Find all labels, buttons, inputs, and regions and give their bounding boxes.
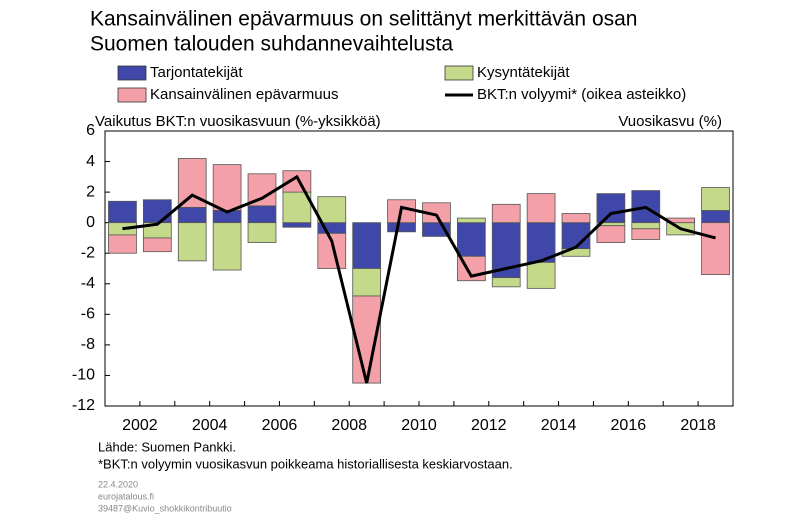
legend-swatch <box>117 65 147 81</box>
bar-segment <box>701 187 730 211</box>
bar-segment <box>177 222 207 262</box>
y-tick-label: 4 <box>86 153 95 170</box>
y-tick-label: -4 <box>81 275 95 292</box>
footer: eurojatalous.fi <box>98 491 154 501</box>
bar-segment <box>701 210 730 224</box>
bar-segment <box>701 222 730 276</box>
bar-segment <box>247 205 277 224</box>
y-tick-label: -10 <box>72 367 95 384</box>
bar-segment <box>491 277 521 288</box>
bar-segment <box>247 222 277 243</box>
chart-title: Suomen talouden suhdannevaihtelusta <box>90 33 453 56</box>
y-tick-label: -12 <box>72 397 95 414</box>
y-tick-label: 6 <box>86 122 95 139</box>
x-tick-label: 2016 <box>611 417 647 434</box>
x-tick-label: 2006 <box>262 417 298 434</box>
bar-segment <box>631 222 661 230</box>
bar-segment <box>456 222 486 257</box>
legend-label: Kysyntätekijät <box>477 64 570 81</box>
bar-segment <box>491 203 521 224</box>
bar-segment <box>352 268 382 297</box>
bar-segment <box>212 222 242 271</box>
legend-swatch <box>444 65 474 81</box>
y-tick-label: 2 <box>86 183 95 200</box>
y-tick-label: -8 <box>81 336 95 353</box>
note: Lähde: Suomen Pankki. <box>98 439 236 454</box>
bar-segment <box>108 200 137 224</box>
x-tick-label: 2012 <box>471 417 507 434</box>
bar-segment <box>352 222 382 269</box>
legend-label: Tarjontatekijät <box>150 64 243 81</box>
bar-segment <box>282 191 312 224</box>
bar-segment <box>631 228 661 240</box>
y-tick-label: -6 <box>81 306 95 323</box>
legend-label: Kansainvälinen epävarmuus <box>150 86 338 103</box>
bar-segment <box>108 234 137 254</box>
bar-segment <box>387 222 416 233</box>
note: *BKT:n volyymin vuosikasvun poikkeama hi… <box>98 456 513 471</box>
x-tick-label: 2010 <box>401 417 437 434</box>
bar-segment <box>142 237 172 253</box>
y2-axis-label: Vuosikasvu (%) <box>618 113 722 130</box>
bar-segment <box>142 199 172 224</box>
bar-segment <box>456 217 486 224</box>
footer: 22.4.2020 <box>98 479 138 489</box>
x-tick-label: 2018 <box>680 417 716 434</box>
bar-segment <box>177 206 207 224</box>
x-tick-label: 2004 <box>192 417 228 434</box>
bar-segment <box>596 193 626 224</box>
bar-segment <box>282 222 312 228</box>
line <box>122 174 716 384</box>
bar-segment <box>317 196 347 224</box>
x-tick-label: 2002 <box>122 417 158 434</box>
legend-swatch <box>117 87 147 103</box>
y-tick-label: -2 <box>81 244 95 261</box>
bar-segment <box>596 225 626 243</box>
chart-title: Kansainvälinen epävarmuus on selittänyt … <box>90 8 637 31</box>
legend-label: BKT:n volyymi* (oikea asteikko) <box>477 86 686 103</box>
bar-segment <box>561 213 591 224</box>
bar-segment <box>212 164 242 211</box>
bar-segment <box>526 193 556 224</box>
x-tick-label: 2008 <box>331 417 367 434</box>
footer: 39487@Kuvio_shokkikontribuutio <box>98 503 232 513</box>
bar-segment <box>526 261 556 289</box>
y-tick-label: 0 <box>86 214 95 231</box>
x-tick-label: 2014 <box>541 417 577 434</box>
y-axis-label: Vaikutus BKT:n vuosikasvuun (%-yksikköä) <box>95 113 381 130</box>
